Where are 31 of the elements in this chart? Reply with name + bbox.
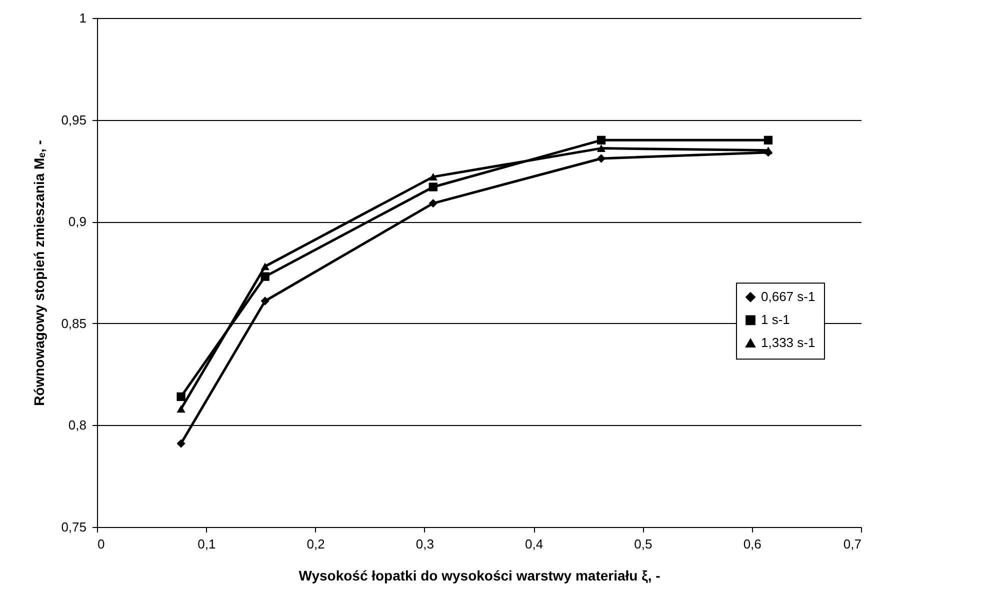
x-tick-label: 0,3 — [416, 536, 434, 552]
legend-label: 0,667 s-1 — [761, 289, 816, 304]
x-tick-label: 0,5 — [634, 536, 652, 552]
x-axis-title: Wysokość łopatki do wysokości warstwy materiału ξ, - — [298, 568, 661, 584]
point — [596, 144, 606, 152]
y-axis-title: Równowagowy stopień zmieszania Mₑ, - — [31, 140, 48, 406]
point — [428, 198, 438, 208]
x-tick-label: 0,2 — [306, 536, 325, 552]
y-tick-label: 0,95 — [61, 112, 86, 128]
x-tick-label: 0,4 — [525, 536, 544, 552]
point — [428, 173, 438, 181]
point — [176, 439, 186, 448]
point — [596, 136, 606, 144]
point — [176, 392, 186, 402]
y-tick-label: 0,75 — [61, 520, 86, 534]
legend-label: 1,333 s-1 — [761, 335, 816, 350]
x-tick-label: 0,7 — [843, 536, 862, 552]
x-tick-label: 0,1 — [198, 536, 216, 552]
x-tick-label: 0,6 — [743, 536, 762, 552]
y-tick-label: 0,85 — [61, 316, 86, 331]
x-tick-label: 0 — [98, 536, 105, 552]
legend-label: 1 s-1 — [761, 312, 790, 328]
point — [428, 182, 438, 192]
y-tick-label: 0,8 — [68, 418, 86, 433]
y-tick-label: 0,9 — [68, 214, 86, 230]
point — [260, 296, 270, 306]
point — [176, 405, 186, 413]
point — [260, 262, 270, 270]
y-tick-label: 1 — [79, 10, 86, 26]
point — [260, 272, 270, 281]
point — [764, 136, 773, 144]
